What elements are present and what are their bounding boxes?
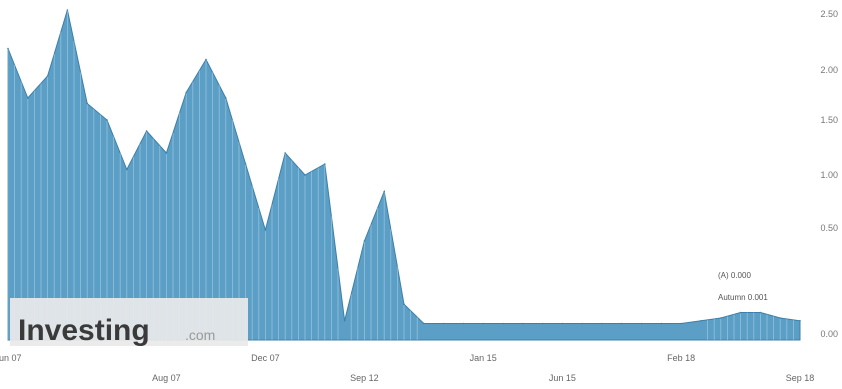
series-area: [7, 9, 801, 341]
data-point: [324, 163, 326, 165]
data-point: [86, 102, 88, 105]
data-point: [442, 322, 445, 325]
watermark-suffix: .com: [185, 327, 215, 343]
data-point: [423, 322, 425, 325]
y-tick-label: 0.00: [820, 329, 838, 339]
data-point: [640, 322, 643, 325]
data-point: [46, 75, 49, 77]
data-point: [225, 97, 227, 99]
data-point: [165, 152, 168, 154]
annotation-line-1: (A) 0.000: [718, 271, 751, 280]
data-point: [621, 322, 623, 325]
data-point: [244, 163, 247, 165]
data-point: [482, 322, 485, 325]
data-point: [66, 9, 69, 11]
watermark-logo: Investing .com: [10, 298, 248, 347]
y-tick-label: 1.00: [820, 170, 838, 180]
data-point: [700, 319, 702, 322]
data-point: [106, 119, 108, 121]
data-point: [660, 322, 663, 325]
data-point: [363, 240, 366, 242]
data-point: [264, 229, 267, 231]
x-tick-label: Feb 18: [667, 353, 695, 363]
y-tick-label: 1.50: [820, 115, 838, 125]
data-point: [126, 168, 128, 171]
x-tick-label: Aug 07: [152, 373, 181, 383]
annotation-box: [712, 266, 800, 306]
x-tick-label: Jun 15: [549, 373, 576, 383]
data-point: [383, 190, 386, 193]
y-tick-label: 2.00: [820, 65, 838, 75]
data-point: [561, 322, 564, 325]
data-point: [779, 317, 781, 319]
watermark-brand: Investing: [18, 314, 150, 347]
data-point: [522, 322, 524, 325]
watermark-background: [10, 298, 248, 346]
data-point: [27, 97, 29, 99]
y-tick-label: 2.50: [820, 9, 838, 19]
data-point: [185, 91, 187, 94]
data-point: [680, 322, 682, 325]
x-tick-label: Jan 15: [470, 353, 497, 363]
data-point: [581, 322, 583, 325]
data-point: [739, 311, 742, 314]
data-point: [502, 322, 504, 325]
data-point: [343, 319, 346, 322]
x-tick-label: Dec 07: [251, 353, 280, 363]
data-point: [145, 130, 148, 132]
y-tick-label: 0.50: [820, 223, 838, 233]
last-value-annotation: (A) 0.000 Autumn 0.001: [712, 266, 800, 306]
data-point: [403, 303, 405, 306]
x-tick-label: Sep 12: [350, 373, 379, 383]
data-point: [541, 322, 544, 325]
area-layer: [7, 9, 801, 341]
data-point: [284, 152, 287, 154]
data-point: [462, 322, 465, 325]
data-point: [205, 58, 207, 61]
data-point: [304, 174, 306, 176]
data-point: [601, 322, 603, 325]
data-point: [759, 311, 762, 314]
annotation-line-2: Autumn 0.001: [718, 293, 768, 302]
data-point: [799, 319, 801, 322]
data-point: [7, 47, 9, 50]
data-point: [720, 317, 722, 319]
axes-layer: 2.50 2.00 1.50 1.00 0.50 0.00 Jun 07 Aug 07 Dec …: [0, 9, 838, 383]
x-tick-label: Jun 07: [0, 353, 22, 363]
x-tick-label: Sep 18: [786, 373, 815, 383]
